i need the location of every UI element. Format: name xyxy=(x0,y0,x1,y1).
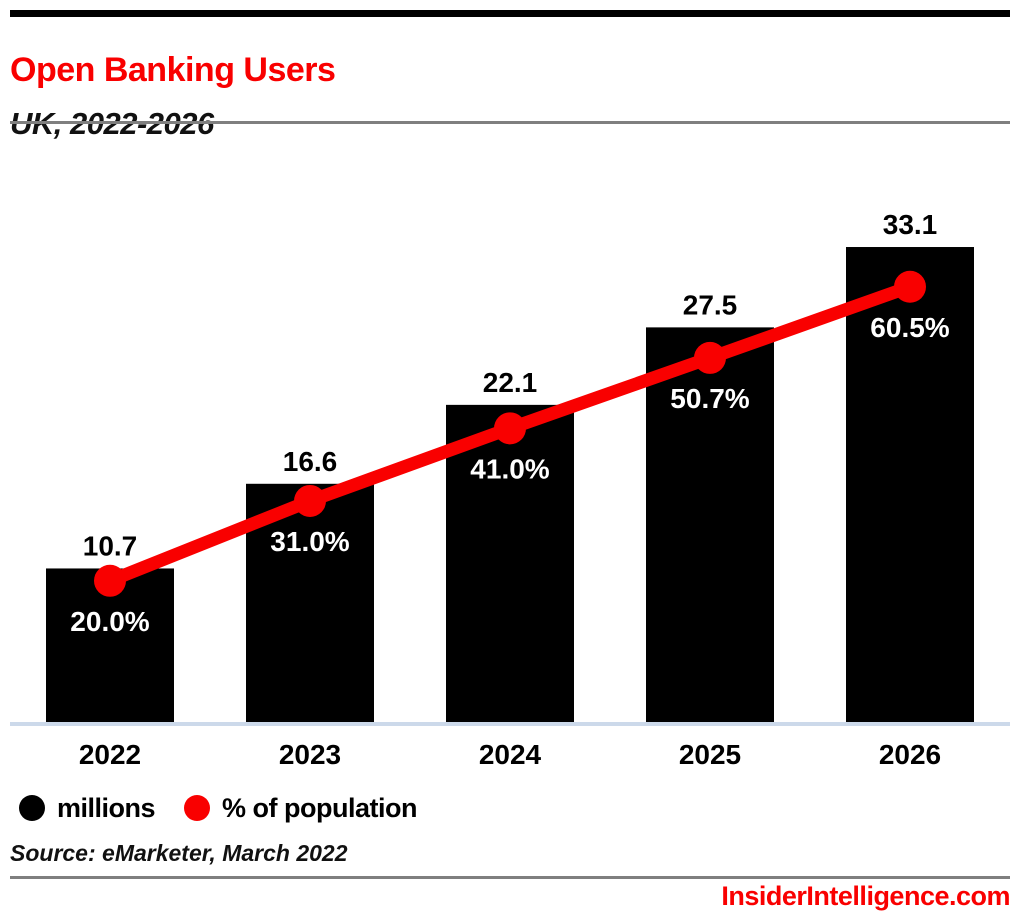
bar-value-label-2023: 16.6 xyxy=(283,446,338,477)
source-note: Source: eMarketer, March 2022 xyxy=(10,840,348,866)
pct-label-2025: 50.7% xyxy=(670,383,749,414)
legend-item-millions: millions xyxy=(19,792,156,823)
x-axis-line xyxy=(10,722,1010,726)
bar-value-label-2026: 33.1 xyxy=(883,209,938,240)
line-point-2024 xyxy=(494,412,526,445)
footer-divider xyxy=(10,876,1010,879)
x-tick-label-2024: 2024 xyxy=(479,739,542,770)
x-tick-label-2025: 2025 xyxy=(679,739,741,770)
pct-label-2024: 41.0% xyxy=(470,453,549,484)
footer-brand-link[interactable]: InsiderIntelligence.com xyxy=(721,881,1010,911)
legend-item-pct-of-population: % of population xyxy=(184,794,417,822)
pct-label-2023: 31.0% xyxy=(270,526,349,557)
x-tick-label-2026: 2026 xyxy=(879,739,941,770)
pct-label-2022: 20.0% xyxy=(70,606,149,637)
bar-value-label-2022: 10.7 xyxy=(83,530,138,561)
line-point-2025 xyxy=(694,341,726,374)
top-accent-bar xyxy=(10,10,1010,17)
bar-value-label-2024: 22.1 xyxy=(483,367,538,398)
line-point-2022 xyxy=(94,564,126,597)
millions-dot-icon xyxy=(19,795,45,821)
chart-title: Open Banking Users xyxy=(10,50,336,89)
bar-2025 xyxy=(646,327,774,722)
legend-label-millions: millions xyxy=(57,792,156,823)
line-point-2023 xyxy=(294,484,326,517)
x-tick-label-2022: 2022 xyxy=(79,739,141,770)
header-divider xyxy=(10,121,1010,124)
pct-label-2026: 60.5% xyxy=(870,312,949,343)
bar-2024 xyxy=(446,404,574,722)
bar-value-label-2025: 27.5 xyxy=(683,289,738,320)
x-tick-label-2023: 2023 xyxy=(279,739,341,770)
bar-2026 xyxy=(846,247,974,722)
legend-label-pct-of-population: % of population xyxy=(222,792,417,823)
pct-of-population-dot-icon xyxy=(184,795,210,821)
line-point-2026 xyxy=(894,270,926,303)
